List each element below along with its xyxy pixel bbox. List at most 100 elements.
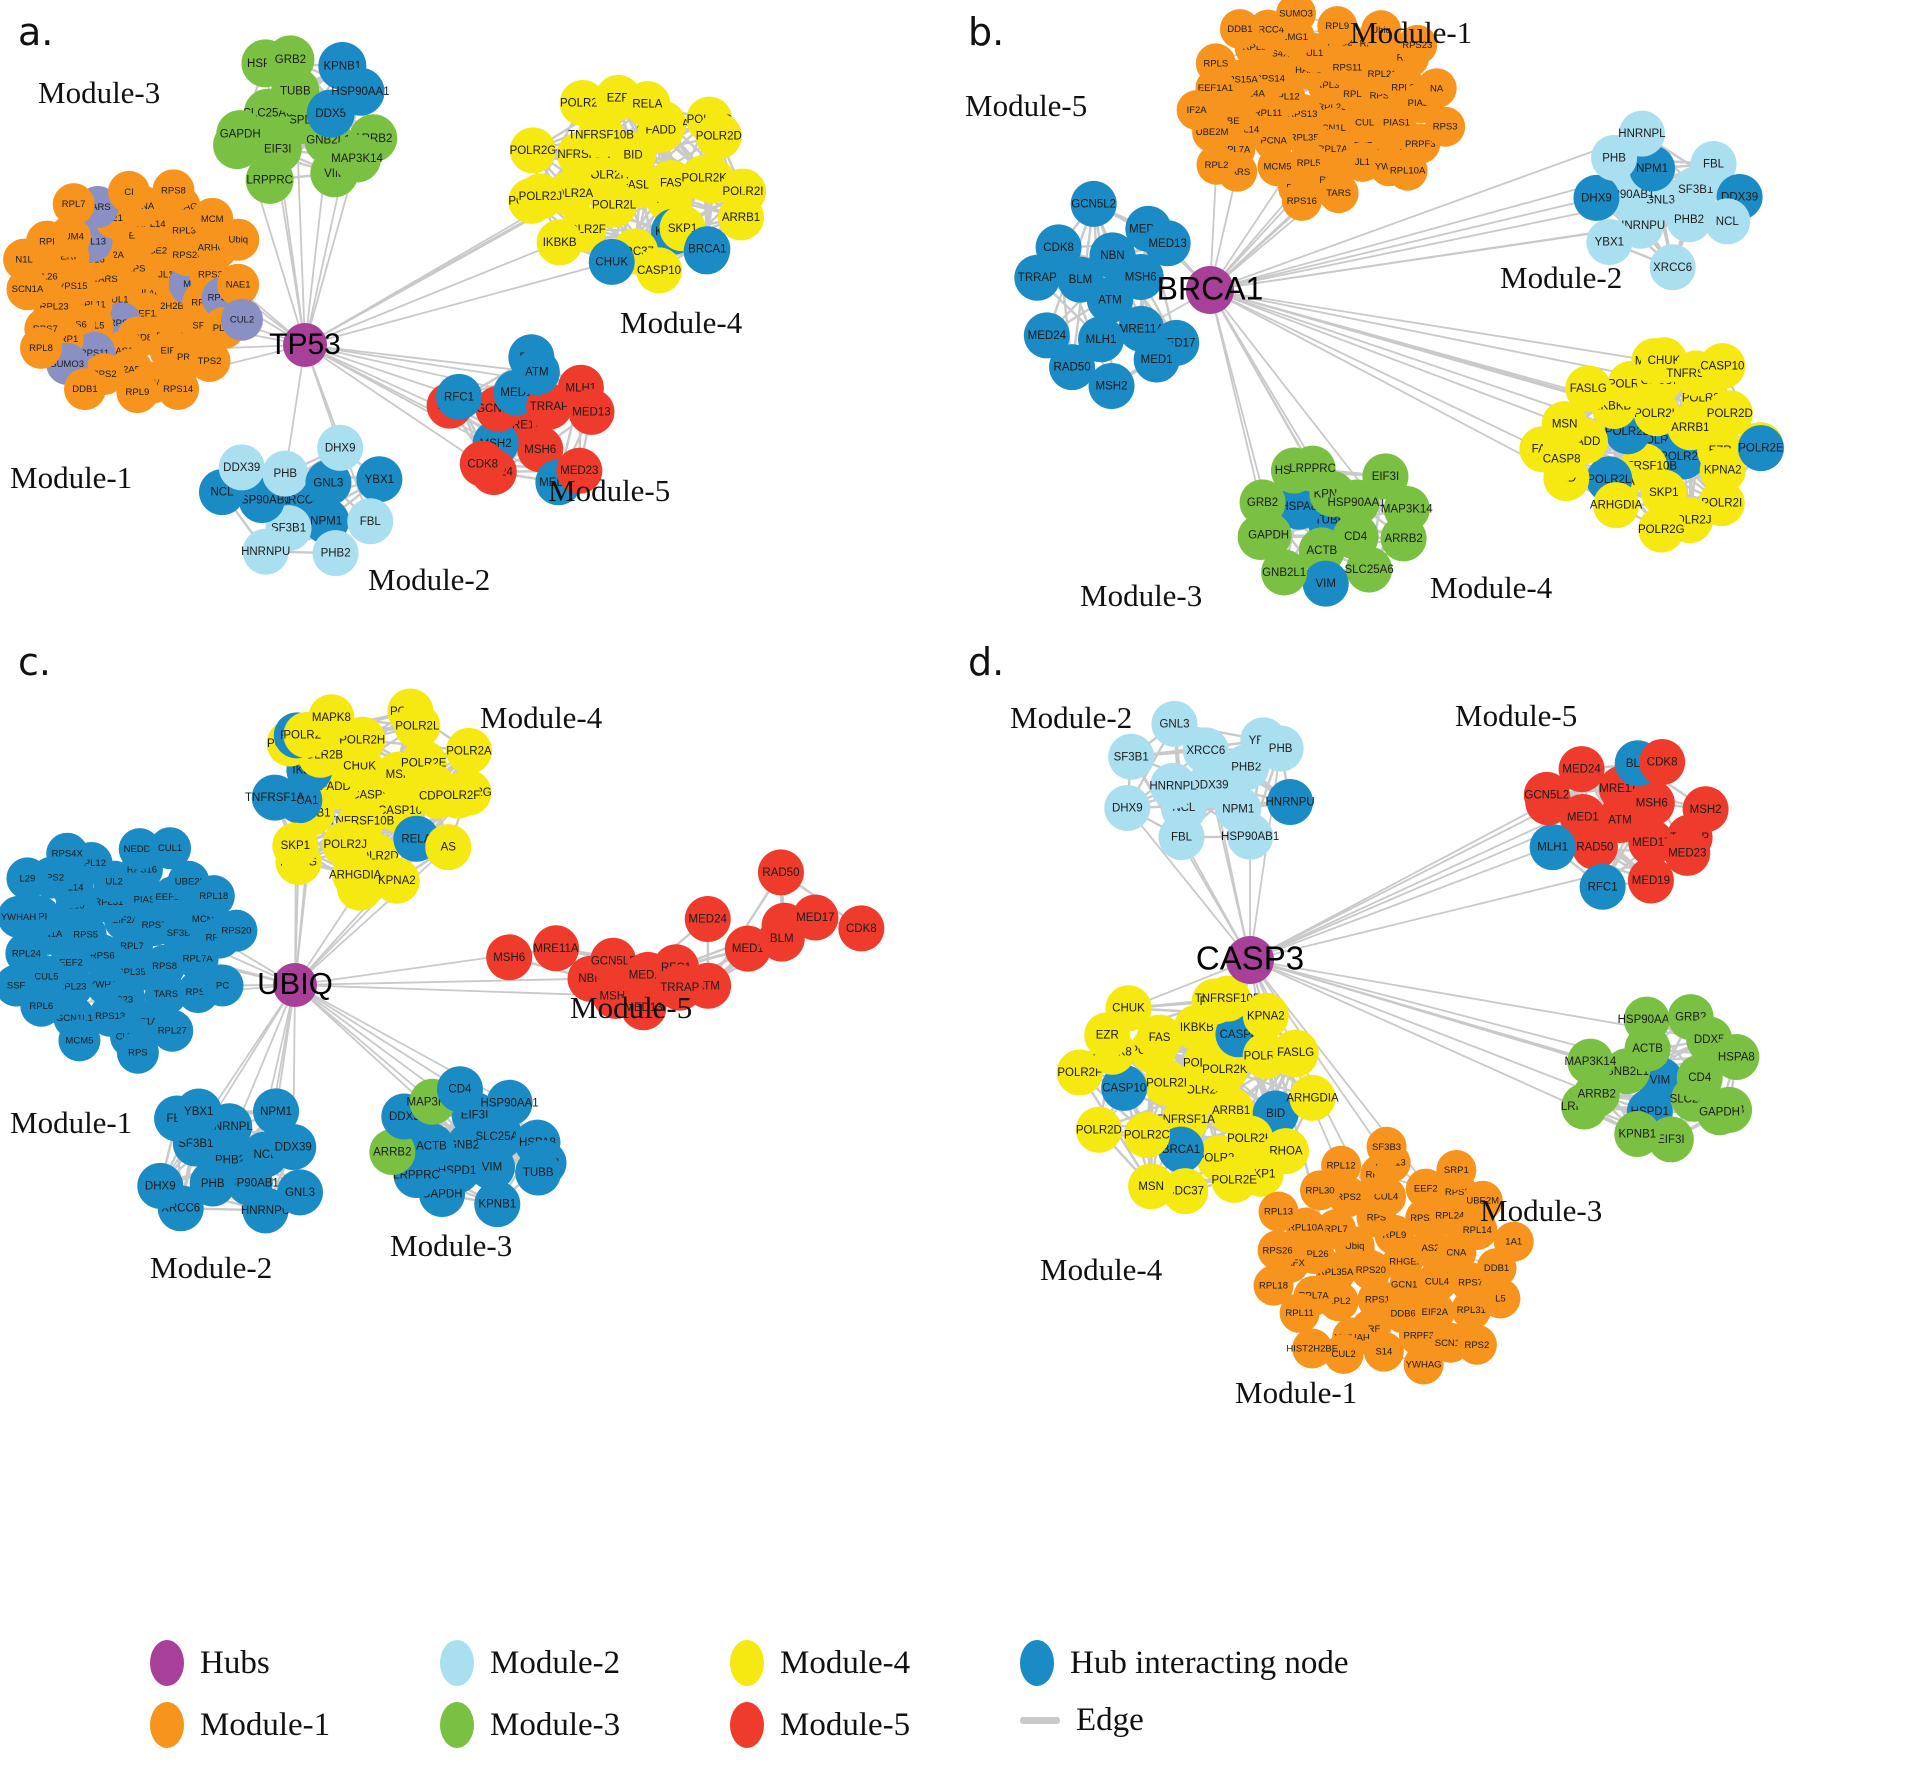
node-rpl8[interactable]: RPL8	[20, 326, 63, 369]
node-hnrnpu[interactable]: HNRNPU	[241, 528, 290, 575]
node-lrpprc[interactable]: LRPPRC	[245, 155, 294, 204]
node-gnl3[interactable]: GNL3	[305, 459, 352, 506]
node-cd4[interactable]: CD4	[1676, 1054, 1723, 1101]
node-cul2[interactable]: CUL2	[220, 298, 263, 341]
node-dhx9[interactable]: DHX9	[1104, 784, 1151, 831]
node-ybx1[interactable]: YBX1	[175, 1088, 222, 1135]
node-vim[interactable]: VIM	[1302, 560, 1349, 607]
node-fbl[interactable]: FBL	[1690, 141, 1737, 188]
node-hnrnpu[interactable]: HNRNPU	[1265, 779, 1315, 826]
node-rps14[interactable]: RPS14	[157, 368, 200, 411]
node-kpna2[interactable]: KPNA2	[373, 857, 420, 904]
node-polr2k[interactable]: POLR2K	[681, 154, 727, 201]
node-trrap[interactable]: TRRAP	[656, 964, 703, 1011]
node-atm[interactable]: ATM	[513, 349, 560, 396]
node-rfc1[interactable]: RFC1	[435, 373, 482, 420]
node-med19[interactable]: MED19	[1627, 857, 1674, 904]
node-med24[interactable]: MED24	[684, 895, 731, 942]
node-rad50[interactable]: RAD50	[757, 849, 804, 896]
node-polr2f[interactable]: POLR2F	[434, 772, 481, 819]
node-phb2[interactable]: PHB2	[312, 530, 359, 577]
node-ncl[interactable]: NCL	[1704, 198, 1751, 245]
node-rps8[interactable]: RPS8	[152, 169, 195, 212]
node-chuk[interactable]: CHUK	[588, 238, 635, 285]
node-cdk8[interactable]: CDK8	[1035, 224, 1082, 271]
node-hnrnpl[interactable]: HNRNPL	[1618, 110, 1666, 157]
node-hsp90aa1[interactable]: HSP90AA1	[480, 1079, 539, 1126]
node-skp1[interactable]: SKP1	[272, 822, 319, 869]
node-rpl10a[interactable]: RPL10A	[1387, 150, 1428, 191]
node-rpl9[interactable]: RPL9	[116, 371, 159, 414]
node-gapdh[interactable]: GAPDH	[216, 110, 265, 159]
node-nae1[interactable]: NAE1	[217, 263, 260, 306]
node-fbl[interactable]: FBL	[1158, 814, 1205, 861]
node-polr2l[interactable]: POLR2L	[394, 702, 441, 749]
node-mlh1[interactable]: MLH1	[1529, 824, 1576, 871]
node-grb2[interactable]: GRB2	[266, 35, 315, 84]
node-med23[interactable]: MED23	[556, 447, 603, 494]
node-polr2j[interactable]: POLR2J	[517, 173, 564, 220]
node-hsp90aa1[interactable]: HSP90AA1	[1618, 996, 1676, 1043]
node-tps2[interactable]: TPS2	[188, 339, 231, 382]
node-ubiq[interactable]: Ubiq	[217, 218, 260, 261]
node-rpl24[interactable]: RPL24	[5, 932, 48, 975]
node-map3k14[interactable]: MAP3K14	[1564, 1038, 1617, 1085]
node-cdk8[interactable]: CDK8	[838, 905, 885, 952]
node-l29[interactable]: L29	[6, 857, 49, 900]
node-dhx9[interactable]: DHX9	[317, 424, 364, 471]
node-rpl7[interactable]: RPL7	[52, 183, 95, 226]
node-lrpprc[interactable]: LRPPRC	[1289, 445, 1336, 492]
node-blm[interactable]: BLM	[1057, 256, 1104, 303]
node-med17[interactable]: MED17	[1628, 819, 1675, 866]
node-rpl18[interactable]: RPL18	[1253, 1265, 1294, 1306]
node-rps23[interactable]: RPS23	[1397, 24, 1438, 65]
node-arrb2[interactable]: ARRB2	[1380, 515, 1427, 562]
node-arrb1[interactable]: ARRB1	[718, 194, 765, 241]
node-med24[interactable]: MED24	[1023, 312, 1070, 359]
node-mapk8[interactable]: MAPK8	[308, 694, 355, 741]
node-map3k14[interactable]: MAP3K14	[331, 134, 384, 183]
node-eif3i[interactable]: EIF3I	[1362, 453, 1409, 500]
node-gapdh[interactable]: GAPDH	[1696, 1089, 1743, 1136]
node-msh6[interactable]: MSH6	[1117, 253, 1164, 300]
node-faslg[interactable]: FASLG	[1565, 365, 1612, 412]
node-hspa8[interactable]: HSPA8	[1713, 1033, 1760, 1080]
node-ddb1[interactable]: DDB1	[1219, 9, 1260, 50]
node-gnl3[interactable]: GNL3	[276, 1169, 323, 1216]
node-actb[interactable]: ACTB	[1298, 527, 1345, 574]
node-ybx1[interactable]: YBX1	[1586, 219, 1633, 266]
node-rps16[interactable]: RPS16	[1281, 180, 1322, 221]
node-ywhah[interactable]: YWHAH	[0, 895, 40, 938]
node-polr2k[interactable]: POLR2K	[1201, 1046, 1248, 1093]
node-s14[interactable]: S14	[1363, 1331, 1404, 1372]
node-mlh1[interactable]: MLH1	[1078, 316, 1125, 363]
node-xrcc6[interactable]: XRCC6	[1182, 727, 1229, 774]
node-med1[interactable]: MED1	[1559, 794, 1606, 841]
node-med17[interactable]: MED17	[792, 894, 839, 941]
hub-node-tp53[interactable]: TP53	[269, 323, 341, 367]
node-cul1[interactable]: CUL1	[149, 827, 192, 870]
node-hist2h2be[interactable]: HIST2H2BE	[1286, 1328, 1338, 1369]
node-tars[interactable]: TARS	[1318, 173, 1359, 214]
node-na[interactable]: NA	[1416, 68, 1457, 109]
node-polr2c[interactable]: POLR2C	[1124, 1111, 1170, 1158]
node-cdk8[interactable]: CDK8	[1639, 739, 1686, 786]
node-sumo3[interactable]: SUMO3	[1276, 0, 1317, 34]
node-npm1[interactable]: NPM1	[253, 1088, 300, 1135]
node-kpnb1[interactable]: KPNB1	[1614, 1110, 1661, 1157]
node-mre11a[interactable]: MRE11A	[532, 925, 579, 972]
node-dhx9[interactable]: DHX9	[137, 1162, 184, 1209]
node-faslg[interactable]: FASLG	[1272, 1029, 1319, 1076]
node-phb[interactable]: PHB	[262, 450, 309, 497]
node-xrcc6[interactable]: XRCC6	[1649, 244, 1696, 291]
node-npm1[interactable]: NPM1	[1629, 145, 1676, 192]
node-arhgdia[interactable]: ARHGDIA	[329, 851, 382, 898]
node-cdk8[interactable]: CDK8	[459, 440, 506, 487]
node-rps2[interactable]: RPS2	[1456, 1324, 1497, 1365]
node-tnfrsf10b[interactable]: TNFRSF10B	[1195, 975, 1261, 1022]
node-polr2e[interactable]: POLR2E	[559, 80, 606, 127]
node-kpna2[interactable]: KPNA2	[1699, 447, 1746, 494]
node-phb[interactable]: PHB	[1257, 725, 1304, 772]
node-msh6[interactable]: MSH6	[1628, 780, 1675, 827]
node-ybx1[interactable]: YBX1	[356, 456, 403, 503]
